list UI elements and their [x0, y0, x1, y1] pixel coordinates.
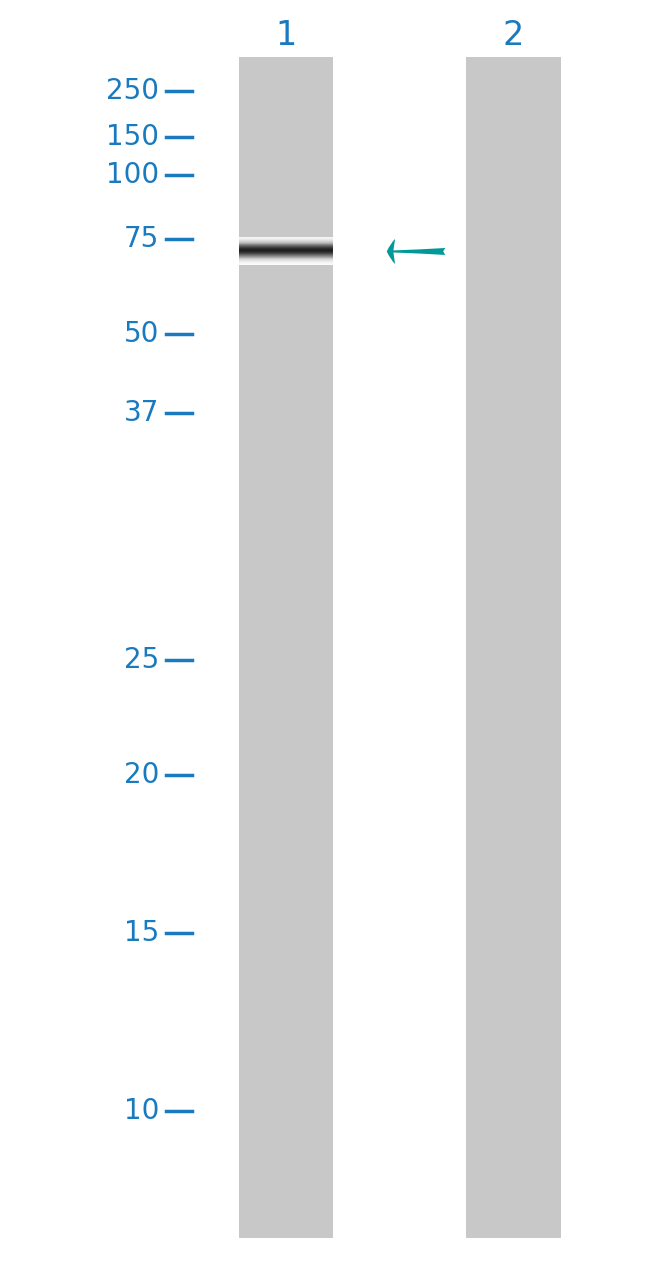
Text: 10: 10 [124, 1097, 159, 1125]
Text: 15: 15 [124, 919, 159, 947]
Text: 25: 25 [124, 646, 159, 674]
Text: 250: 250 [106, 77, 159, 105]
Bar [467, 57, 560, 1238]
Text: 150: 150 [106, 123, 159, 151]
Text: 37: 37 [124, 399, 159, 427]
Text: 1: 1 [276, 19, 296, 52]
Text: 75: 75 [124, 225, 159, 253]
Text: 20: 20 [124, 761, 159, 789]
Text: 100: 100 [106, 161, 159, 189]
Text: 2: 2 [503, 19, 524, 52]
Text: 50: 50 [124, 320, 159, 348]
Bar [239, 57, 333, 1238]
